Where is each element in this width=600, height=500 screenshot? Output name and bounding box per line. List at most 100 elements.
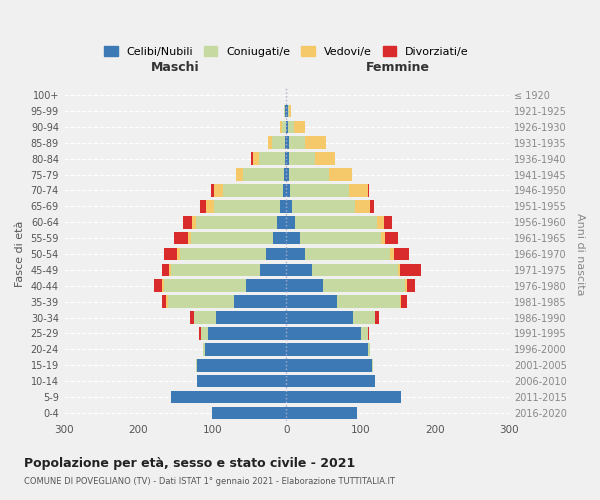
Bar — [191, 232, 273, 244]
Bar — [273, 232, 286, 244]
Y-axis label: Anni di nascita: Anni di nascita — [575, 213, 585, 296]
Bar — [407, 280, 415, 292]
Bar — [286, 264, 313, 276]
Bar — [282, 120, 286, 134]
Bar — [216, 311, 286, 324]
Bar — [214, 200, 280, 212]
Bar — [167, 296, 235, 308]
Bar — [196, 216, 277, 228]
Bar — [235, 296, 286, 308]
Bar — [164, 248, 178, 260]
Bar — [211, 184, 214, 197]
Bar — [376, 311, 379, 324]
Bar — [180, 248, 266, 260]
Bar — [214, 184, 223, 197]
Bar — [368, 327, 370, 340]
Bar — [203, 343, 205, 355]
Bar — [294, 120, 305, 134]
Bar — [368, 184, 370, 197]
Bar — [288, 104, 289, 118]
Bar — [268, 136, 272, 149]
Bar — [166, 296, 167, 308]
Bar — [280, 120, 282, 134]
Bar — [286, 136, 289, 149]
Bar — [286, 375, 376, 388]
Bar — [284, 168, 286, 181]
Bar — [305, 248, 390, 260]
Bar — [197, 359, 286, 372]
Bar — [285, 136, 286, 149]
Bar — [368, 343, 370, 355]
Y-axis label: Fasce di età: Fasce di età — [15, 221, 25, 287]
Bar — [208, 327, 286, 340]
Bar — [283, 184, 286, 197]
Bar — [272, 136, 285, 149]
Bar — [355, 200, 370, 212]
Bar — [277, 216, 286, 228]
Bar — [290, 184, 349, 197]
Bar — [162, 264, 169, 276]
Bar — [323, 280, 405, 292]
Bar — [337, 296, 400, 308]
Text: Femmine: Femmine — [365, 62, 430, 74]
Bar — [190, 311, 194, 324]
Bar — [288, 120, 294, 134]
Bar — [286, 232, 300, 244]
Bar — [251, 152, 253, 165]
Bar — [175, 232, 188, 244]
Bar — [382, 232, 385, 244]
Bar — [172, 264, 260, 276]
Bar — [353, 311, 376, 324]
Bar — [349, 184, 368, 197]
Bar — [394, 248, 409, 260]
Bar — [200, 200, 206, 212]
Bar — [260, 264, 286, 276]
Bar — [201, 327, 208, 340]
Bar — [286, 168, 289, 181]
Bar — [286, 120, 288, 134]
Bar — [172, 390, 286, 404]
Bar — [286, 311, 353, 324]
Bar — [300, 232, 382, 244]
Bar — [390, 248, 394, 260]
Bar — [405, 280, 407, 292]
Bar — [206, 200, 214, 212]
Bar — [169, 264, 172, 276]
Bar — [286, 216, 295, 228]
Bar — [295, 216, 377, 228]
Bar — [286, 343, 368, 355]
Bar — [377, 216, 384, 228]
Bar — [286, 200, 292, 212]
Bar — [400, 296, 401, 308]
Bar — [400, 264, 421, 276]
Bar — [183, 216, 192, 228]
Bar — [259, 152, 285, 165]
Bar — [286, 406, 357, 419]
Bar — [197, 375, 286, 388]
Bar — [361, 327, 368, 340]
Bar — [286, 390, 401, 404]
Bar — [286, 184, 290, 197]
Bar — [289, 136, 305, 149]
Bar — [154, 280, 163, 292]
Bar — [286, 280, 323, 292]
Bar — [286, 359, 371, 372]
Bar — [371, 359, 373, 372]
Bar — [286, 296, 337, 308]
Legend: Celibi/Nubili, Coniugati/e, Vedovi/e, Divorziati/e: Celibi/Nubili, Coniugati/e, Vedovi/e, Di… — [101, 42, 472, 60]
Bar — [370, 200, 374, 212]
Bar — [289, 152, 314, 165]
Bar — [285, 104, 286, 118]
Bar — [253, 152, 259, 165]
Text: Maschi: Maschi — [151, 62, 199, 74]
Bar — [289, 168, 329, 181]
Bar — [314, 152, 335, 165]
Bar — [163, 280, 164, 292]
Bar — [194, 311, 216, 324]
Bar — [163, 296, 166, 308]
Bar — [385, 232, 398, 244]
Bar — [178, 248, 180, 260]
Bar — [212, 406, 286, 419]
Bar — [223, 184, 283, 197]
Bar — [188, 232, 191, 244]
